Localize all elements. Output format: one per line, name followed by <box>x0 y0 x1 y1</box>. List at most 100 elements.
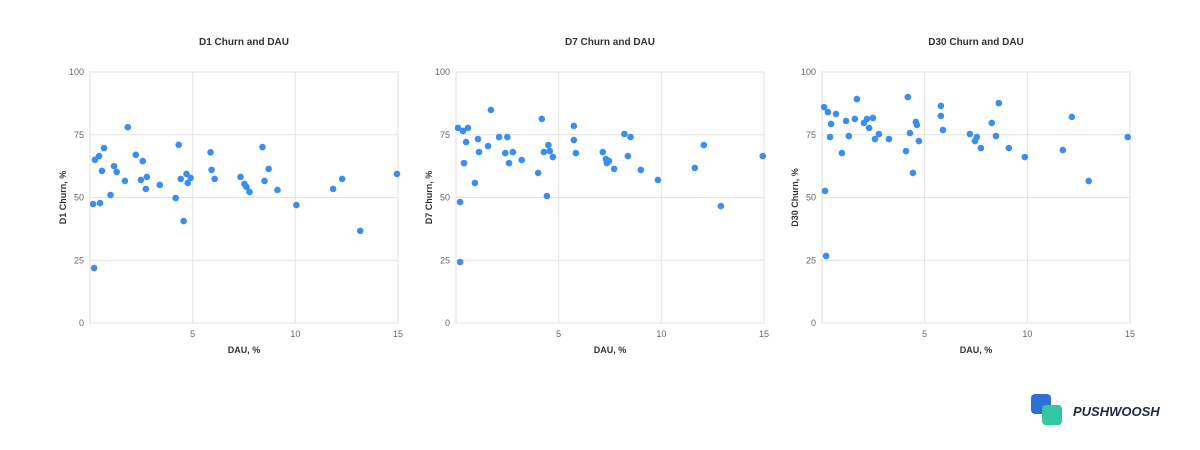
point <box>143 173 151 181</box>
point <box>180 217 187 225</box>
point <box>1068 113 1076 121</box>
point <box>456 258 464 266</box>
point <box>475 148 483 156</box>
scatter-chart: D30 Churn and DAU 0 25 50 75 100 5 10 15 DAU, % D3… <box>790 37 1135 355</box>
x-tick-label: 5 <box>190 329 195 339</box>
point <box>211 175 218 183</box>
point <box>100 144 108 152</box>
point <box>700 141 708 149</box>
point <box>654 176 662 184</box>
point <box>863 115 871 123</box>
point <box>902 147 910 155</box>
y-tick-label: 75 <box>74 130 84 140</box>
point <box>113 168 120 176</box>
point <box>820 103 828 111</box>
x-axis-label: DAU, % <box>228 345 261 355</box>
x-axis-label: DAU, % <box>960 345 993 355</box>
point <box>827 120 835 128</box>
point <box>95 152 103 160</box>
x-tick-label: 10 <box>656 329 666 339</box>
y-axis-label: D30 Churn, % <box>790 168 800 227</box>
point <box>329 185 337 193</box>
point <box>759 152 767 160</box>
point <box>988 119 996 127</box>
y-tick-label: 100 <box>435 67 450 77</box>
logo: PUSHWOOSH <box>1031 394 1160 425</box>
point <box>824 108 832 116</box>
point <box>1005 144 1013 152</box>
point <box>546 147 554 155</box>
point <box>875 130 883 138</box>
point <box>107 191 114 199</box>
point <box>832 110 840 118</box>
point <box>509 148 517 156</box>
point <box>822 252 830 260</box>
x-tick-label: 5 <box>556 329 561 339</box>
point <box>207 149 214 156</box>
point <box>505 159 513 167</box>
point <box>460 159 468 167</box>
point <box>183 170 190 178</box>
point <box>1021 153 1029 161</box>
point <box>462 138 470 146</box>
point <box>973 133 981 141</box>
point <box>572 149 580 157</box>
point <box>570 136 578 144</box>
point <box>121 177 129 185</box>
x-tick-label: 10 <box>1022 329 1032 339</box>
point <box>543 192 551 200</box>
point <box>393 170 401 178</box>
point <box>356 227 364 235</box>
point <box>487 106 495 114</box>
point <box>937 112 945 120</box>
y-tick-label: 100 <box>801 67 816 77</box>
point <box>96 199 104 207</box>
point <box>484 142 492 150</box>
point <box>459 127 467 135</box>
point <box>605 157 613 165</box>
point <box>869 114 877 122</box>
point <box>456 198 464 206</box>
point <box>175 141 183 149</box>
point <box>977 144 985 152</box>
point <box>1085 177 1093 185</box>
x-tick-label: 15 <box>759 329 769 339</box>
point <box>821 187 829 195</box>
point <box>621 130 628 138</box>
point <box>913 121 921 129</box>
point <box>132 151 140 159</box>
point <box>177 175 185 183</box>
point <box>540 148 548 156</box>
chart-title: D1 Churn and DAU <box>199 37 289 48</box>
point <box>1124 133 1132 141</box>
point <box>187 174 194 182</box>
y-axis-label: D1 Churn, % <box>58 171 68 225</box>
point <box>939 126 947 134</box>
point <box>474 135 482 143</box>
point <box>464 124 472 132</box>
x-tick-label: 15 <box>1125 329 1135 339</box>
point <box>246 188 253 196</box>
point <box>471 179 479 187</box>
x-axis-label: DAU, % <box>594 345 627 355</box>
point <box>637 166 645 174</box>
point <box>243 183 250 191</box>
x-tick-label: 5 <box>922 329 927 339</box>
point <box>124 123 132 131</box>
point <box>865 124 873 132</box>
point <box>627 133 634 141</box>
scatter-chart: D1 Churn and DAU 0 25 50 75 100 5 10 15 DAU, % D1 … <box>58 37 403 355</box>
point <box>570 122 578 130</box>
chart-title: D30 Churn and DAU <box>928 37 1024 48</box>
point <box>534 169 542 177</box>
point <box>265 165 272 173</box>
point <box>90 264 98 272</box>
point <box>454 124 462 132</box>
point <box>966 130 974 138</box>
point <box>1059 146 1067 154</box>
y-tick-label: 100 <box>69 67 84 77</box>
y-tick-label: 25 <box>806 255 816 265</box>
point <box>906 129 914 137</box>
